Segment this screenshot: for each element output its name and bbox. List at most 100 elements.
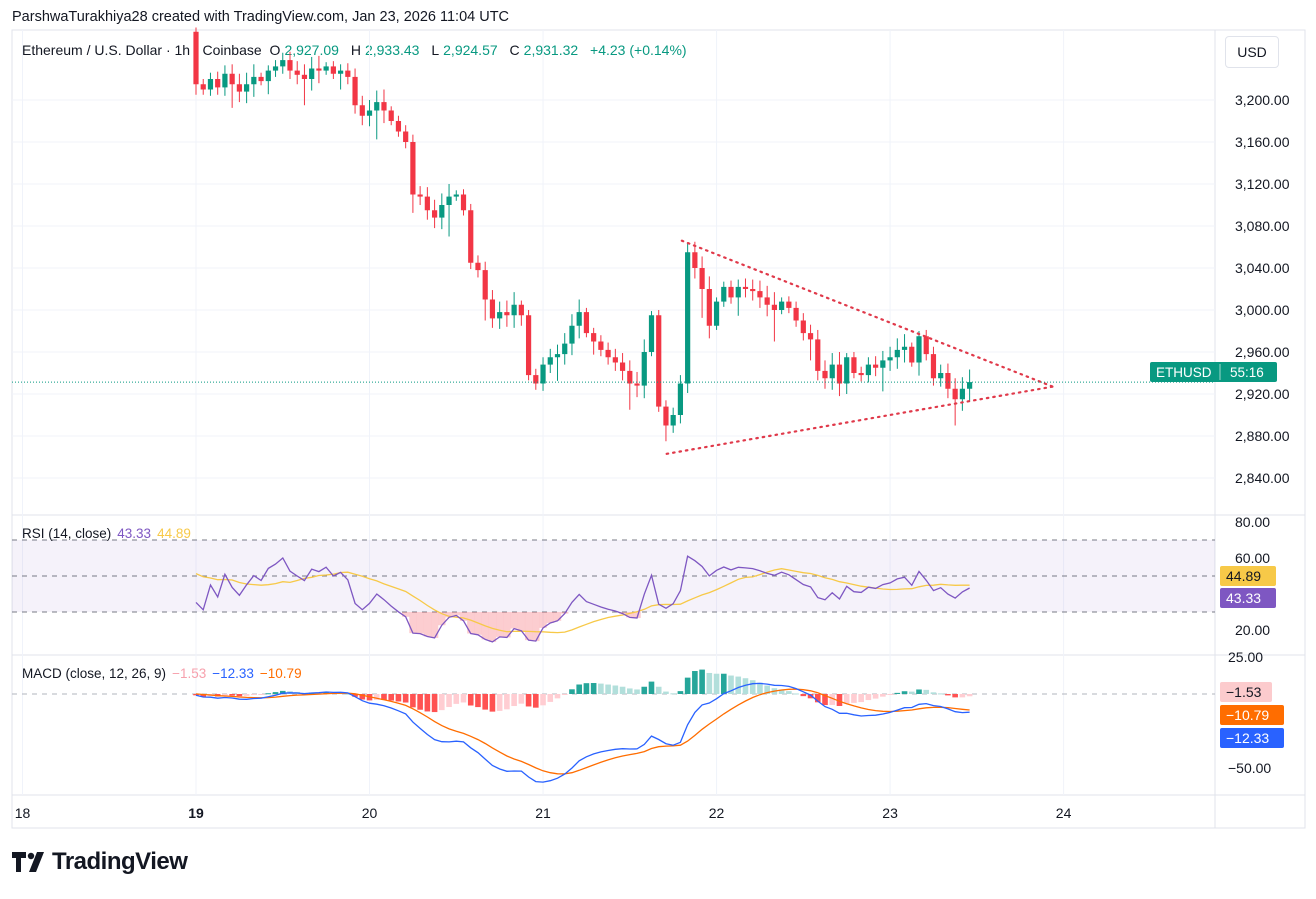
macd-histogram-bar xyxy=(822,694,828,706)
candle-up xyxy=(576,312,582,326)
high-value: H 2,933.43 xyxy=(351,42,424,58)
macd-histogram-bar xyxy=(757,682,763,694)
rsi-oversold-fill xyxy=(445,612,453,618)
candle-up xyxy=(677,383,684,415)
time-axis-label: 24 xyxy=(1056,805,1072,821)
macd-histogram-bar xyxy=(858,694,864,703)
candle-down xyxy=(699,268,705,289)
macd-histogram-bar xyxy=(945,694,951,696)
low-value: L 2,924.57 xyxy=(431,42,501,58)
time-axis-label: 18 xyxy=(15,805,31,821)
macd-histogram-bar xyxy=(359,694,366,700)
candle-down xyxy=(786,301,792,308)
candle-down xyxy=(345,70,351,77)
candle-up xyxy=(244,84,250,92)
macd-histogram-bar xyxy=(880,694,886,697)
trendline-upper xyxy=(680,239,1054,388)
symbol-title[interactable]: Ethereum / U.S. Dollar · 1h · Coinbase xyxy=(22,42,262,58)
macd-histogram-bar xyxy=(836,694,843,706)
macd-histogram-bar xyxy=(554,694,561,699)
macd-histogram-bar xyxy=(930,692,937,694)
candle-up xyxy=(916,336,922,363)
macd-histogram-bar xyxy=(605,684,611,694)
macd-histogram-bar xyxy=(814,694,821,703)
candle-down xyxy=(728,286,734,298)
macd-histogram-bar xyxy=(692,671,698,694)
tradingview-logo[interactable]: TradingView xyxy=(12,848,188,876)
macd-histogram-bar xyxy=(634,689,640,694)
price-axis-label: 3,040.00 xyxy=(1235,260,1290,276)
rsi-title[interactable]: RSI (14, close) xyxy=(22,526,112,541)
candle-down xyxy=(815,339,821,371)
rsi-oversold-fill xyxy=(618,612,627,614)
close-value: C 2,931.32 xyxy=(510,42,583,58)
macd-histogram-bar xyxy=(923,689,930,694)
macd-histogram-bar xyxy=(865,694,872,701)
candle-down xyxy=(417,194,423,197)
candle-down xyxy=(923,336,929,355)
candle-up xyxy=(222,73,228,88)
candle-down xyxy=(381,102,387,111)
macd-histogram-bar xyxy=(511,694,517,707)
high-price: 2,933.43 xyxy=(364,42,420,58)
macd-histogram-bar xyxy=(453,694,460,704)
macd-histogram-bar xyxy=(619,686,626,694)
currency-button[interactable]: USD xyxy=(1225,36,1279,68)
time-axis-label: 23 xyxy=(882,805,898,821)
macd-histogram-bar xyxy=(677,691,684,694)
macd-histogram-bar xyxy=(829,694,836,705)
trendline-lower xyxy=(665,385,1054,455)
candle-up xyxy=(207,79,214,90)
candle-down xyxy=(424,196,430,211)
macd-histogram-bar xyxy=(547,694,554,702)
candle-down xyxy=(431,210,438,218)
candle-up xyxy=(562,343,568,355)
candle-up xyxy=(280,60,286,67)
macd-histogram-bar xyxy=(908,691,915,694)
candle-up xyxy=(366,110,373,116)
rsi-oversold-fill xyxy=(416,612,424,634)
candle-down xyxy=(945,373,951,389)
candle-down xyxy=(619,362,626,371)
macd-histogram-bar xyxy=(424,694,431,712)
candle-down xyxy=(410,142,416,195)
macd-histogram-bar xyxy=(467,694,474,706)
macd-histogram-bar xyxy=(843,694,850,704)
logo-text: TradingView xyxy=(52,848,188,875)
rsi-oversold-fill xyxy=(430,612,439,638)
rsi-oversold-fill xyxy=(524,612,533,641)
time-axis-label: 21 xyxy=(535,805,551,821)
close-label: C xyxy=(509,42,520,58)
macd-histogram-bar xyxy=(482,694,488,710)
macd-histogram-bar xyxy=(518,694,525,704)
rsi-badge xyxy=(1220,588,1276,608)
macd-histogram-bar xyxy=(901,691,908,694)
macd-histogram-bar xyxy=(894,692,901,694)
candle-down xyxy=(742,286,749,289)
rsi-oversold-fill xyxy=(553,612,562,621)
macd-title[interactable]: MACD (close, 12, 26, 9) xyxy=(22,666,167,681)
candle-down xyxy=(287,60,293,71)
rsi-oversold-fill xyxy=(626,612,634,618)
macd-histogram-bar xyxy=(966,694,973,697)
candle-down xyxy=(460,194,467,211)
candle-down xyxy=(851,357,857,373)
macd-histogram-bar xyxy=(229,694,235,696)
macd-histogram-bar xyxy=(713,673,720,694)
macd-histogram-bar xyxy=(872,694,879,699)
candle-down xyxy=(518,304,524,316)
price-axis-label: 2,840.00 xyxy=(1235,470,1290,486)
candle-down xyxy=(525,315,532,376)
macd-histogram-bar xyxy=(410,694,416,708)
macd-histogram-bar xyxy=(807,694,814,699)
candle-up xyxy=(713,301,720,326)
candle-up xyxy=(648,315,655,352)
candle-down xyxy=(605,349,611,358)
candle-down xyxy=(215,79,221,88)
rsi-ma-line xyxy=(195,568,970,634)
candle-down xyxy=(489,299,496,319)
macd-hist-badge xyxy=(1220,682,1272,702)
macd-histogram-bar xyxy=(735,676,742,694)
candle-up xyxy=(569,325,575,344)
